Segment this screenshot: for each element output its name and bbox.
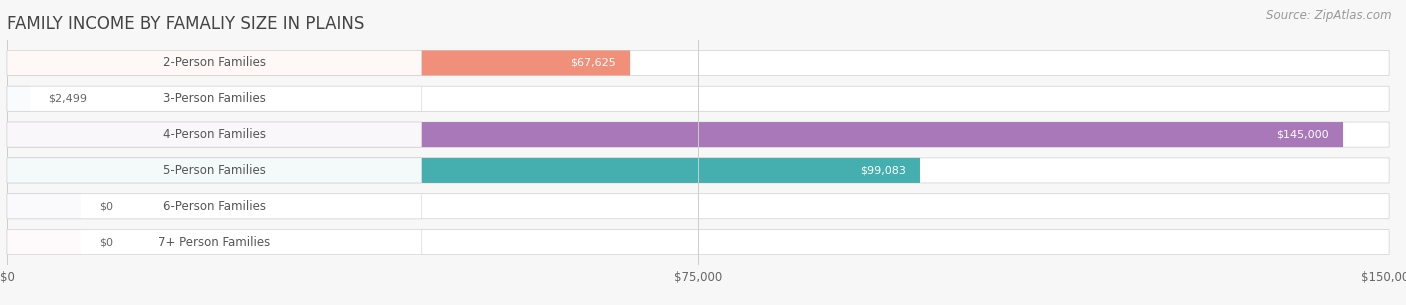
FancyBboxPatch shape (7, 158, 1389, 183)
FancyBboxPatch shape (7, 194, 422, 219)
Text: $99,083: $99,083 (860, 165, 905, 175)
FancyBboxPatch shape (7, 194, 1389, 219)
FancyBboxPatch shape (7, 86, 30, 111)
Text: $0: $0 (100, 237, 112, 247)
FancyBboxPatch shape (7, 50, 630, 75)
Text: $145,000: $145,000 (1277, 130, 1329, 140)
Text: $67,625: $67,625 (571, 58, 616, 68)
FancyBboxPatch shape (7, 86, 422, 111)
FancyBboxPatch shape (7, 122, 1343, 147)
FancyBboxPatch shape (7, 158, 422, 183)
FancyBboxPatch shape (7, 230, 422, 255)
Text: $2,499: $2,499 (48, 94, 87, 104)
Text: 2-Person Families: 2-Person Families (163, 56, 266, 70)
Text: 6-Person Families: 6-Person Families (163, 200, 266, 213)
Text: 5-Person Families: 5-Person Families (163, 164, 266, 177)
Text: FAMILY INCOME BY FAMALIY SIZE IN PLAINS: FAMILY INCOME BY FAMALIY SIZE IN PLAINS (7, 15, 364, 33)
FancyBboxPatch shape (7, 194, 80, 219)
FancyBboxPatch shape (7, 50, 422, 75)
FancyBboxPatch shape (7, 122, 422, 147)
Text: Source: ZipAtlas.com: Source: ZipAtlas.com (1267, 9, 1392, 22)
FancyBboxPatch shape (7, 86, 1389, 111)
FancyBboxPatch shape (7, 158, 920, 183)
Text: 7+ Person Families: 7+ Person Families (159, 235, 270, 249)
FancyBboxPatch shape (7, 230, 1389, 255)
FancyBboxPatch shape (7, 122, 1389, 147)
Text: 3-Person Families: 3-Person Families (163, 92, 266, 105)
FancyBboxPatch shape (7, 50, 1389, 75)
Text: $0: $0 (100, 201, 112, 211)
FancyBboxPatch shape (7, 230, 80, 255)
Text: 4-Person Families: 4-Person Families (163, 128, 266, 141)
